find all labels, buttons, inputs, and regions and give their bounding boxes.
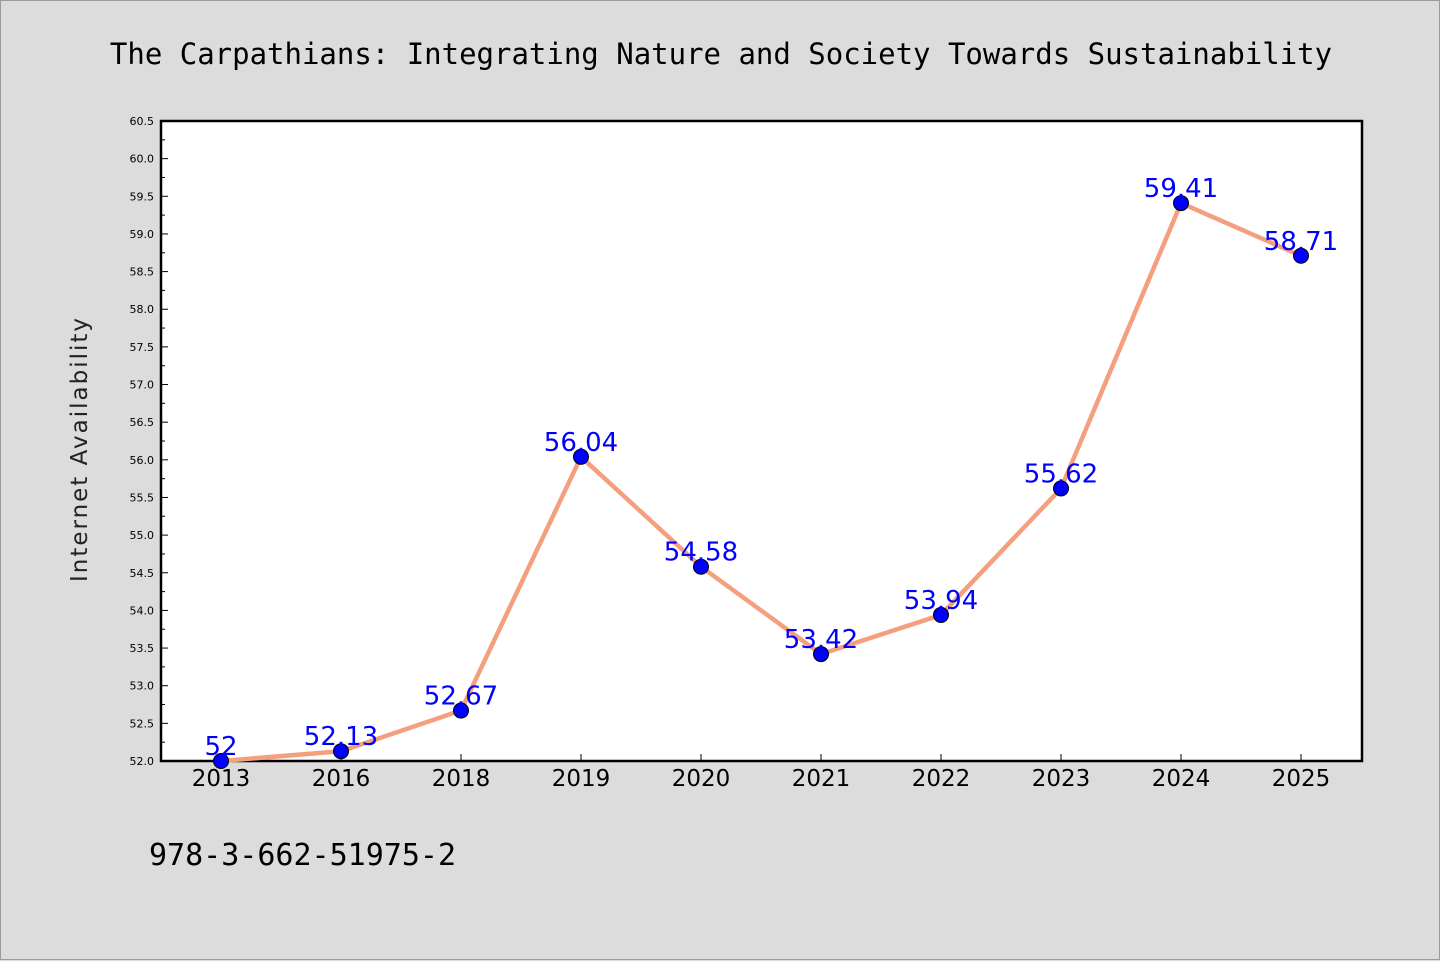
data-label: 53.42: [784, 625, 858, 655]
data-point: [813, 646, 829, 663]
x-tick-label: 2025: [1272, 766, 1331, 792]
y-axis-label: Internet Availability: [67, 316, 93, 582]
y-tick-label: 58.5: [130, 266, 155, 279]
isbn-footer: 978-3-662-51975-2: [149, 838, 456, 873]
y-tick-label: 59.0: [130, 228, 155, 241]
x-axis: 2013 2016 2018 2019 2020 2021 2022 2023 2024 2025: [192, 754, 1331, 792]
data-label: 59.41: [1144, 174, 1218, 204]
x-tick-label: 2024: [1152, 766, 1211, 792]
data-label: 52.67: [424, 682, 498, 712]
y-tick-label: 59.5: [130, 190, 155, 203]
data-label: 52: [204, 732, 237, 762]
x-tick-label: 2021: [792, 766, 851, 792]
x-tick-label: 2016: [312, 766, 371, 792]
data-point: [573, 448, 589, 465]
x-tick-label: 2023: [1032, 766, 1091, 792]
data-label: 54.58: [664, 538, 738, 568]
y-tick-label: 53.0: [130, 680, 155, 693]
data-point: [1053, 480, 1069, 497]
x-tick-label: 2022: [912, 766, 971, 792]
y-tick-label: 57.0: [130, 379, 155, 392]
data-point: [453, 702, 469, 719]
x-tick-label: 2019: [552, 766, 611, 792]
chart-title: The Carpathians: Integrating Nature and …: [110, 37, 1332, 71]
data-point: [693, 558, 709, 575]
data-label: 55.62: [1024, 459, 1098, 489]
data-point: [333, 743, 349, 760]
y-tick-label: 56.5: [130, 416, 155, 429]
y-axis: 52.0 52.5 53.0 53.5 54.0 54.5 55.0 55.5 56.0 56.5…: [130, 115, 168, 768]
y-tick-label: 54.5: [130, 567, 155, 580]
data-point: [213, 753, 229, 769]
y-tick-label: 56.0: [130, 454, 155, 467]
data-point: [1173, 195, 1189, 212]
y-tick-label: 58.0: [130, 303, 155, 316]
x-tick-label: 2013: [192, 766, 251, 792]
data-point: [933, 606, 949, 623]
x-tick-label: 2020: [672, 766, 731, 792]
x-tick-label: 2018: [432, 766, 491, 792]
data-label: 52.13: [304, 722, 378, 752]
data-label: 58.71: [1264, 227, 1338, 257]
y-tick-label: 54.0: [130, 604, 155, 617]
plot-area: [159, 119, 1364, 763]
y-tick-label: 60.5: [130, 115, 155, 128]
y-tick-label: 52.5: [130, 717, 155, 730]
data-label: 56.04: [544, 428, 618, 458]
y-tick-label: 53.5: [130, 642, 155, 655]
data-label: 53.94: [904, 586, 978, 616]
series-layer: 52 52.13 52.67 56.04 54.58 53.42 53.94 55.62 59.…: [204, 174, 1338, 769]
data-point: [1293, 247, 1309, 264]
series-line: [218, 200, 1304, 764]
y-tick-label: 57.5: [130, 341, 155, 354]
y-tick-label: 55.5: [130, 491, 155, 504]
y-tick-label: 60.0: [130, 153, 155, 166]
y-tick-label: 52.0: [130, 755, 155, 768]
y-tick-label: 55.0: [130, 529, 155, 542]
